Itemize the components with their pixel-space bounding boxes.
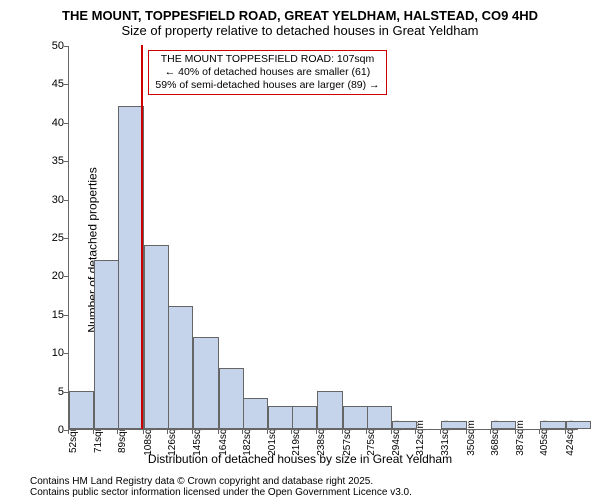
annotation-line3: 59% of semi-detached houses are larger (…: [155, 79, 379, 92]
histogram-bar: [292, 406, 317, 429]
annotation-line1: THE MOUNT TOPPESFIELD ROAD: 107sqm: [155, 53, 379, 66]
histogram-bar: [69, 391, 94, 429]
footer-line1: Contains HM Land Registry data © Crown c…: [30, 476, 412, 487]
y-tick-label: 50: [44, 40, 64, 52]
histogram-bar: [168, 306, 193, 429]
histogram-bar: [392, 421, 417, 429]
y-tick-label: 5: [44, 386, 64, 398]
histogram-bar: [219, 368, 244, 429]
histogram-bar: [540, 421, 565, 429]
histogram-bar: [343, 406, 368, 429]
y-tick-label: 10: [44, 347, 64, 359]
histogram-bar: [193, 337, 218, 429]
histogram-bar: [367, 406, 392, 429]
histogram-bar: [94, 260, 119, 429]
histogram-bar: [144, 245, 169, 429]
y-tick-label: 35: [44, 155, 64, 167]
y-tick-label: 40: [44, 117, 64, 129]
histogram-bar: [243, 398, 268, 429]
chart-title-main: THE MOUNT, TOPPESFIELD ROAD, GREAT YELDH…: [0, 0, 600, 23]
histogram-bar: [491, 421, 516, 429]
annotation-box: THE MOUNT TOPPESFIELD ROAD: 107sqm ← 40%…: [148, 50, 386, 95]
plot-area: THE MOUNT TOPPESFIELD ROAD: 107sqm ← 40%…: [68, 46, 578, 430]
x-axis-label: Distribution of detached houses by size …: [148, 452, 452, 466]
histogram-bar: [317, 391, 342, 429]
y-tick-label: 25: [44, 232, 64, 244]
chart-container: THE MOUNT, TOPPESFIELD ROAD, GREAT YELDH…: [0, 0, 600, 500]
y-tick-label: 20: [44, 270, 64, 282]
y-tick-label: 0: [44, 424, 64, 436]
histogram-bar: [441, 421, 466, 429]
footer-line2: Contains public sector information licen…: [30, 487, 412, 498]
chart-title-sub: Size of property relative to detached ho…: [0, 23, 600, 42]
footer-attribution: Contains HM Land Registry data © Crown c…: [30, 476, 412, 498]
histogram-bar: [566, 421, 591, 429]
annotation-line2: ← 40% of detached houses are smaller (61…: [155, 66, 379, 79]
y-tick-label: 15: [44, 309, 64, 321]
y-tick-label: 30: [44, 194, 64, 206]
highlight-line: [141, 45, 143, 429]
histogram-bar: [268, 406, 293, 429]
y-tick-label: 45: [44, 78, 64, 90]
histogram-bar: [118, 106, 143, 429]
